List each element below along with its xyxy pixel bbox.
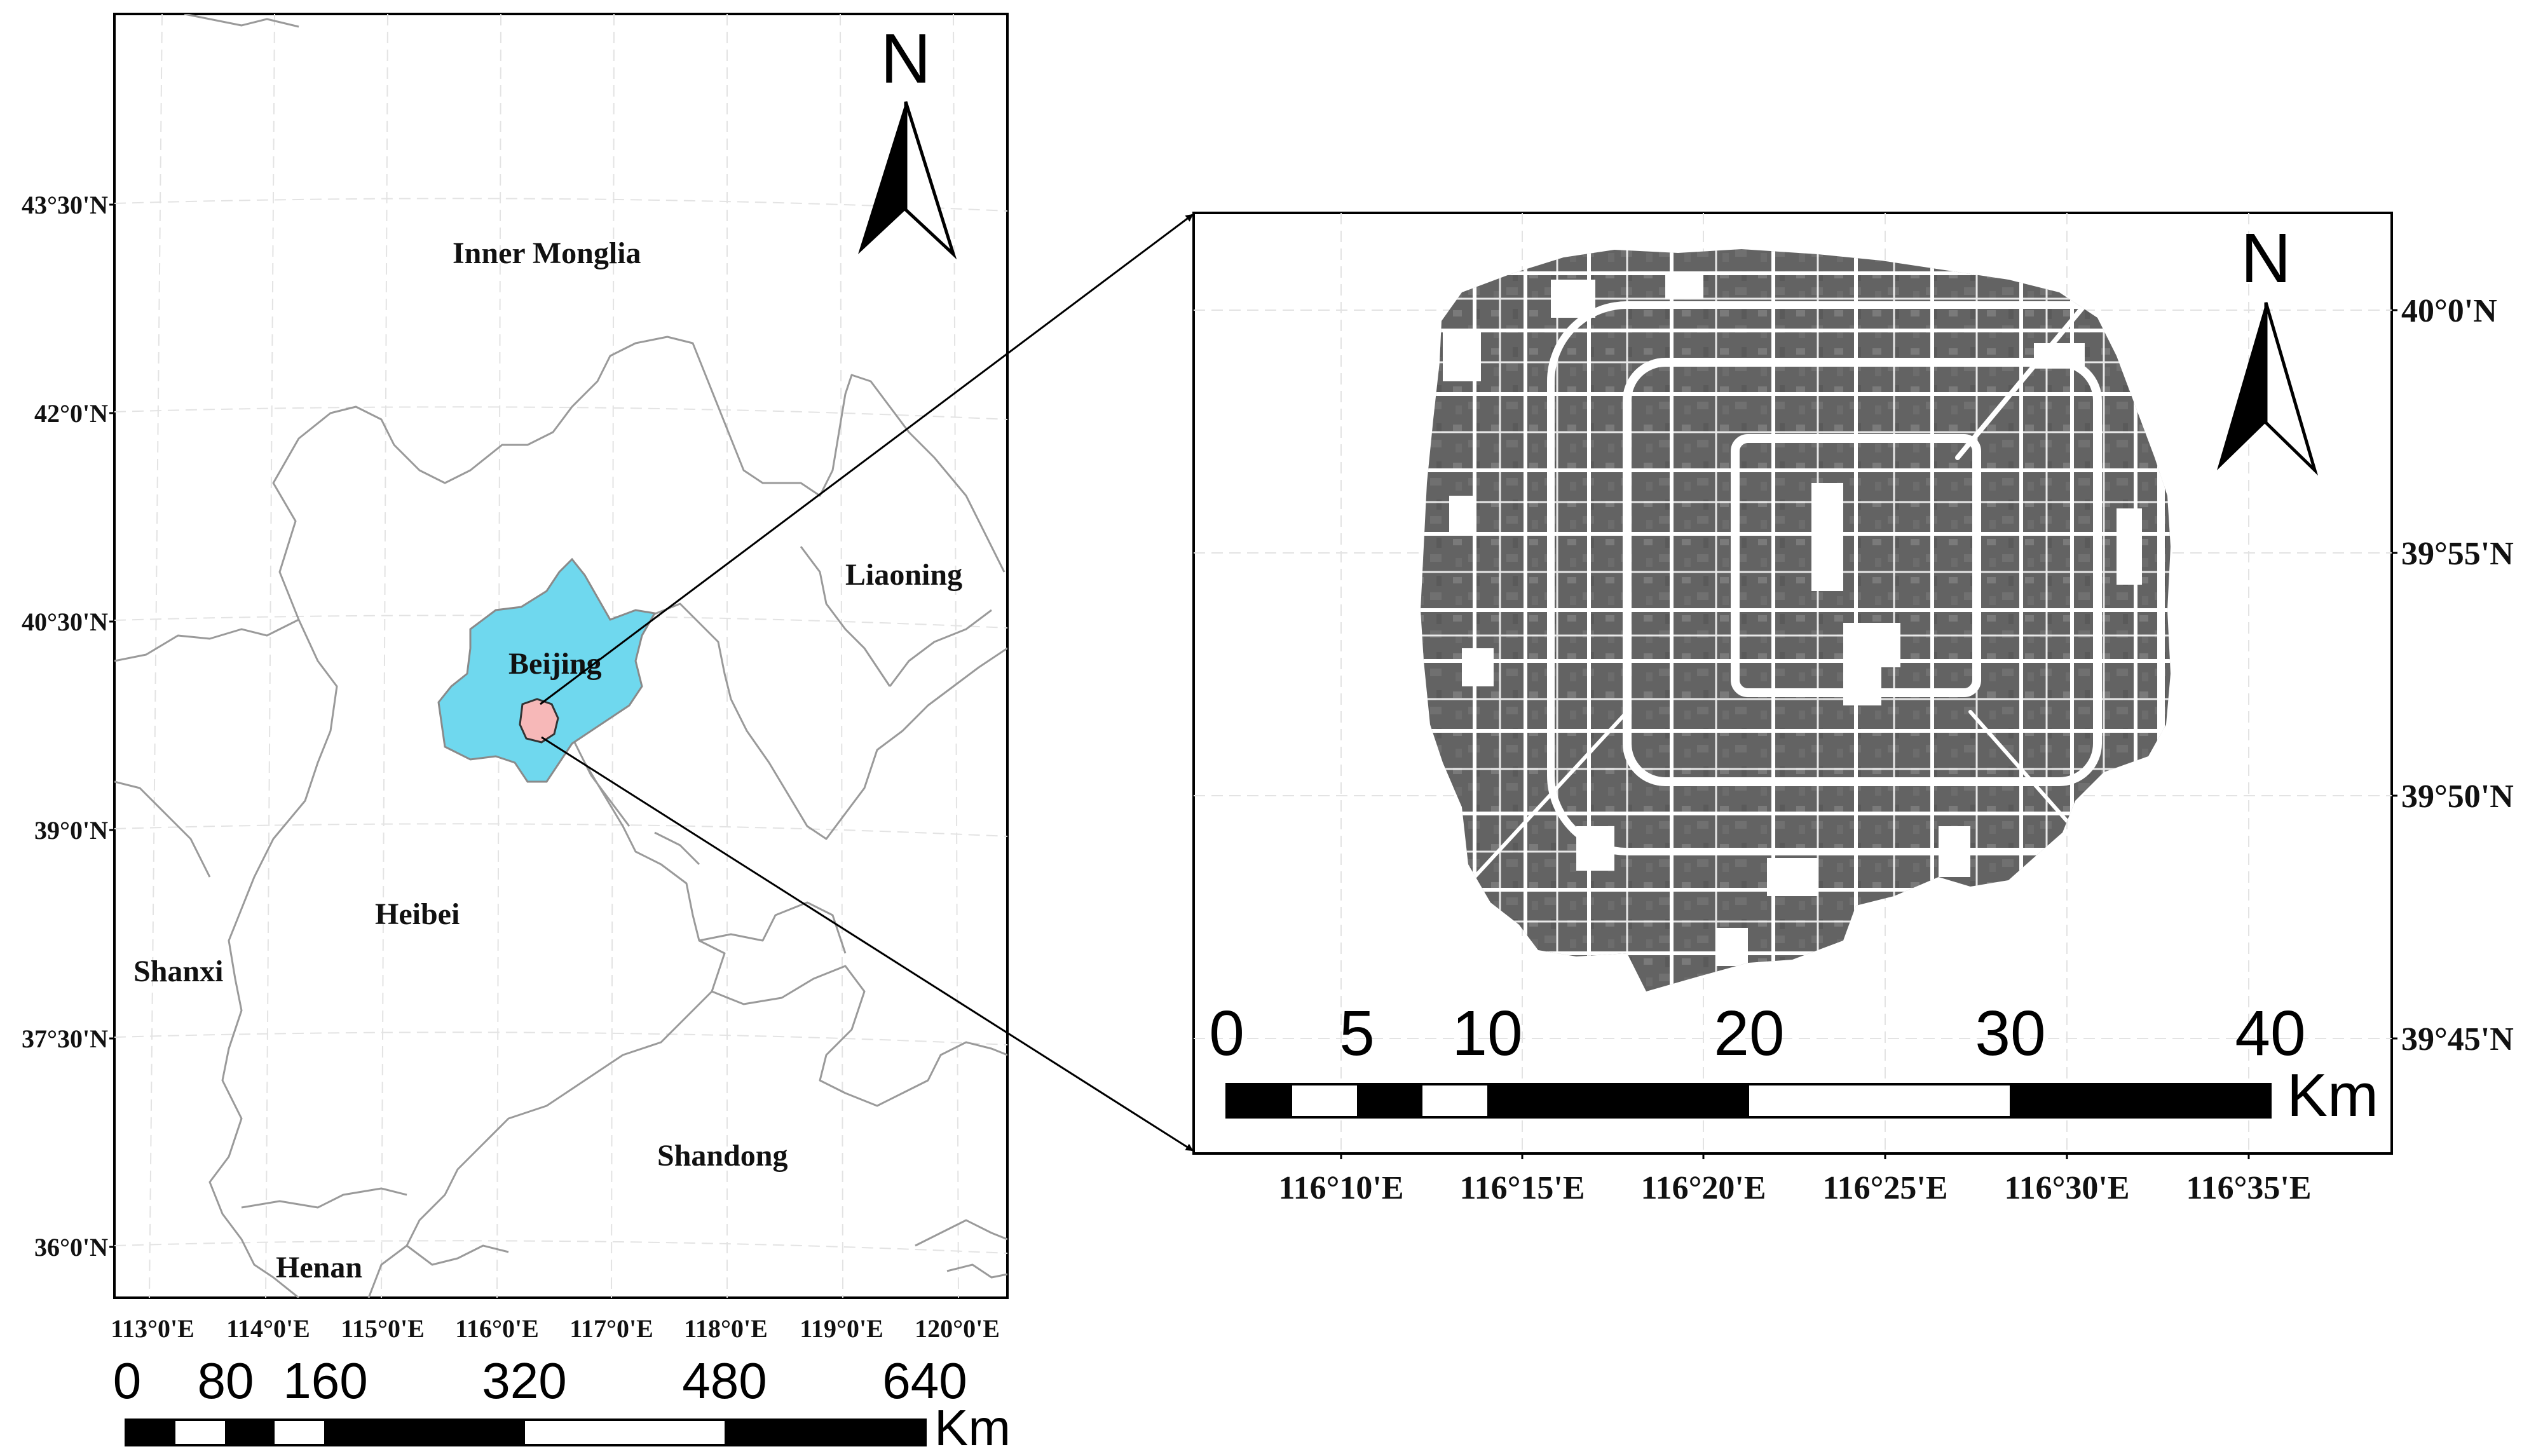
overview-scale-label: 320 — [482, 1352, 566, 1409]
overview-lon-tick: 118°0'E — [684, 1314, 768, 1343]
overview-lat-ticks: 43°30'N 42°0'N 40°30'N 39°0'N 37°30'N 36… — [22, 191, 108, 1262]
overview-lat-tick: 39°0'N — [34, 816, 108, 845]
overview-scale-label: 480 — [682, 1352, 767, 1409]
detail-north-label: N — [2240, 219, 2291, 297]
detail-north-arrow-icon: N — [2217, 219, 2319, 476]
detail-lon-tick: 116°35'E — [2186, 1170, 2311, 1206]
detail-lat-tick: 40°0'N — [2401, 293, 2497, 329]
detail-scale-label: 10 — [1452, 998, 1522, 1069]
detail-scale-bar: 0 5 10 20 30 40 Km — [1209, 998, 2378, 1129]
overview-lon-tick: 120°0'E — [915, 1314, 1000, 1343]
detail-lon-tick: 116°10'E — [1278, 1170, 1403, 1206]
overview-lon-tick: 117°0'E — [569, 1314, 653, 1343]
overview-scale-bar: 0 80 160 320 480 640 Km — [113, 1352, 1011, 1456]
province-boundaries — [114, 14, 1007, 1298]
label-shandong: Shandong — [657, 1139, 787, 1173]
overview-scale-label: 0 — [113, 1352, 142, 1409]
overview-scale-label: 160 — [283, 1352, 367, 1409]
overview-scale-label: 640 — [882, 1352, 967, 1409]
overview-scale-unit: Km — [934, 1399, 1011, 1456]
detail-lon-tick: 116°15'E — [1459, 1170, 1585, 1206]
detail-lat-tick: 39°50'N — [2401, 779, 2514, 815]
study-area — [519, 698, 559, 744]
label-beijing: Beijing — [508, 647, 602, 681]
overview-lon-ticks: 113°0'E 114°0'E 115°0'E 116°0'E 117°0'E … — [111, 1314, 1000, 1343]
detail-map: N 40°0'N 39°55'N 39°50'N 39°45'N 116°10'… — [1192, 212, 2514, 1206]
overview-lon-tick: 119°0'E — [800, 1314, 883, 1343]
detail-scale-label: 20 — [1714, 998, 1784, 1069]
overview-lon-tick: 114°0'E — [226, 1314, 310, 1343]
detail-scale-unit: Km — [2287, 1061, 2378, 1129]
overview-north-label: N — [880, 20, 931, 98]
detail-scale-label: 30 — [1975, 998, 2045, 1069]
overview-lat-tick: 37°30'N — [22, 1024, 108, 1053]
detail-lon-ticks: 116°10'E 116°15'E 116°20'E 116°25'E 116°… — [1278, 1170, 2311, 1206]
label-liaoning: Liaoning — [845, 558, 962, 592]
detail-lon-tick: 116°25'E — [1822, 1170, 1947, 1206]
detail-lat-tick: 39°55'N — [2401, 536, 2514, 572]
urban-area — [1421, 249, 2171, 991]
detail-lat-tick: 39°45'N — [2401, 1021, 2514, 1058]
detail-lon-tick: 116°30'E — [2004, 1170, 2129, 1206]
detail-scale-label: 0 — [1209, 998, 1244, 1069]
overview-north-arrow-icon: N — [858, 20, 957, 260]
beijing-region — [437, 557, 657, 783]
detail-lon-tick: 116°20'E — [1640, 1170, 1766, 1206]
label-henan: Henan — [276, 1251, 362, 1284]
overview-scale-label: 80 — [198, 1352, 254, 1409]
detail-lat-ticks: 40°0'N 39°55'N 39°50'N 39°45'N — [2401, 293, 2514, 1058]
overview-lon-tick: 113°0'E — [111, 1314, 194, 1343]
overview-map: Inner Monglia Liaoning Beijing Heibei Sh… — [22, 13, 1011, 1456]
overview-lat-tick: 42°0'N — [34, 399, 108, 428]
label-inner-mongolia: Inner Monglia — [453, 236, 641, 270]
overview-lon-tick: 115°0'E — [341, 1314, 425, 1343]
overview-lon-tick: 116°0'E — [455, 1314, 539, 1343]
overview-lat-tick: 43°30'N — [22, 191, 108, 219]
overview-lat-tick: 36°0'N — [34, 1233, 108, 1262]
detail-scale-label: 40 — [2235, 998, 2305, 1069]
overview-lat-tick: 40°30'N — [22, 608, 108, 636]
label-hebei: Heibei — [375, 897, 460, 931]
zoom-connector-arrows — [540, 214, 1194, 1152]
detail-graticule — [1194, 213, 2392, 1153]
detail-scale-label: 5 — [1339, 998, 1375, 1069]
label-shanxi: Shanxi — [133, 955, 223, 988]
